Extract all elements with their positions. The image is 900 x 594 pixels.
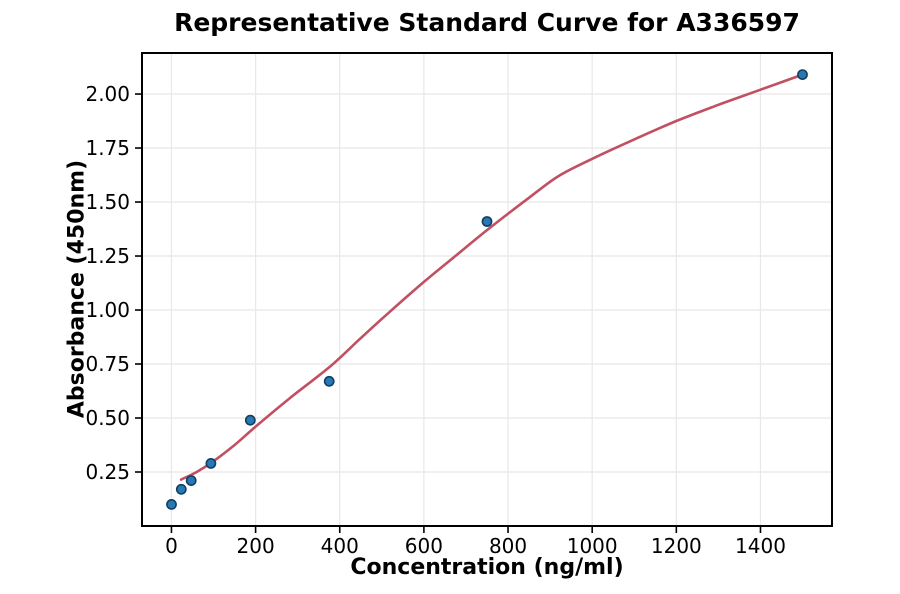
x-tick-label: 400 bbox=[321, 534, 359, 558]
x-tick-label: 200 bbox=[237, 534, 275, 558]
data-point bbox=[323, 375, 335, 387]
data-point bbox=[175, 483, 187, 495]
y-tick-label: 1.75 bbox=[85, 136, 130, 160]
y-tick-label: 2.00 bbox=[85, 82, 130, 106]
data-point bbox=[166, 498, 177, 510]
x-tick-label: 600 bbox=[405, 534, 443, 558]
y-tick-label: 0.75 bbox=[85, 352, 130, 376]
x-tick-label: 800 bbox=[489, 534, 527, 558]
x-tick-label: 1200 bbox=[651, 534, 702, 558]
x-axis-label: Concentration (ng/ml) bbox=[350, 555, 624, 580]
chart-title: Representative Standard Curve for A33659… bbox=[174, 8, 800, 37]
x-tick-label: 1400 bbox=[735, 534, 786, 558]
standard-curve-path bbox=[179, 73, 804, 481]
y-tick-label: 0.50 bbox=[85, 406, 130, 430]
data-point bbox=[205, 457, 217, 469]
y-tick-label: 0.25 bbox=[85, 460, 130, 484]
data-point bbox=[797, 69, 808, 80]
y-tick-label: 1.25 bbox=[85, 244, 130, 268]
y-tick-label: 1.00 bbox=[85, 298, 130, 322]
plot-frame bbox=[141, 52, 833, 527]
x-tick-label: 1000 bbox=[567, 534, 618, 558]
data-point bbox=[244, 414, 256, 426]
x-tick-label: 0 bbox=[165, 534, 178, 558]
data-point bbox=[185, 475, 197, 486]
data-point bbox=[481, 216, 493, 227]
y-tick-label: 1.50 bbox=[85, 190, 130, 214]
